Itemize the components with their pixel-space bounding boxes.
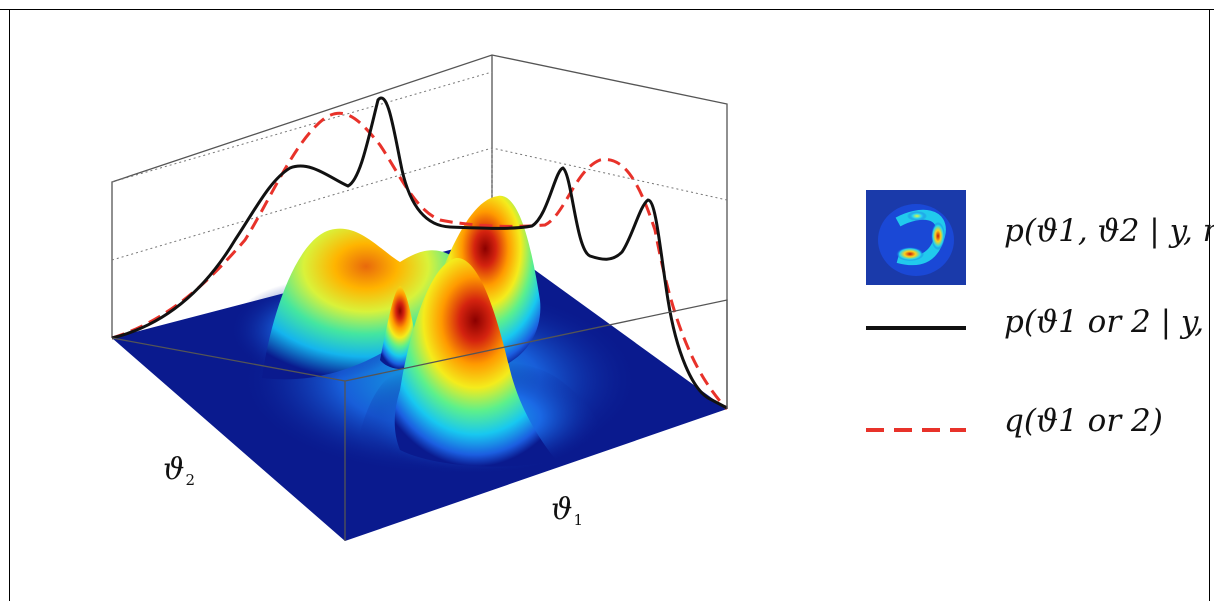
legend-approx-marginal-label: q(ϑ1 or 2) <box>1004 403 1163 439</box>
x-axis-subscript: 1 <box>573 511 583 529</box>
true-marginal-curve <box>111 96 728 410</box>
legend-joint-density-label: p(ϑ1, ϑ2 | y, m) <box>1004 213 1214 249</box>
density-peak-front-main <box>394 257 556 467</box>
density-peak-left <box>262 228 470 380</box>
y-axis-symbol: ϑ <box>163 452 185 487</box>
frame-right-border <box>1209 9 1210 601</box>
x-axis-label: ϑ1 <box>551 492 583 529</box>
y-axis-subscript: 2 <box>185 471 195 489</box>
legend-true-marginal-label: p(ϑ1 or 2 | y, m) <box>1004 304 1214 340</box>
frame-top-border <box>0 9 1214 10</box>
approx-marginal-curve <box>111 111 729 411</box>
box-front-edges <box>111 299 728 541</box>
joint-density-thumbnail-icon <box>866 190 966 285</box>
x-axis-symbol: ϑ <box>551 492 573 527</box>
y-axis-label: ϑ2 <box>163 452 195 489</box>
frame-left-border <box>9 9 10 601</box>
